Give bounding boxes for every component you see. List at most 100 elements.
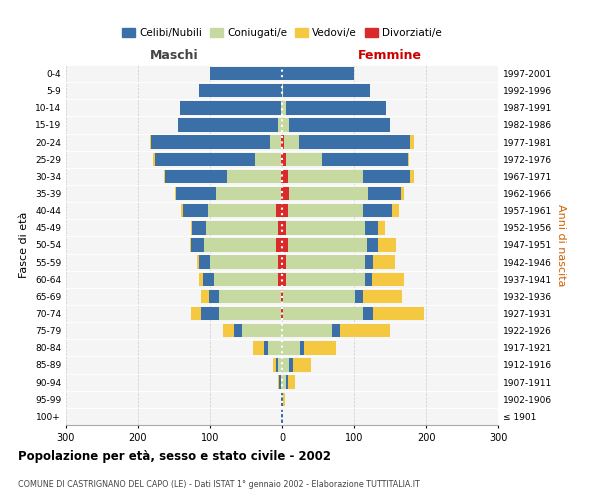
Bar [227,170,281,183]
Bar [182,204,208,218]
Bar [282,136,284,149]
Bar [289,118,390,132]
Bar [281,187,282,200]
Bar [281,376,282,389]
Bar [332,324,340,338]
Bar [278,358,282,372]
Bar [362,307,373,320]
Bar [278,118,282,132]
Bar [281,136,282,149]
Bar [282,221,286,234]
Bar [282,238,288,252]
Bar [373,307,424,320]
Bar [282,101,286,114]
Bar [373,256,395,269]
Bar [368,187,401,200]
Bar [282,170,288,183]
Bar [282,307,283,320]
Bar [283,84,370,98]
Bar [293,358,311,372]
Bar [364,170,410,183]
Bar [362,290,402,303]
Bar [278,376,279,389]
Bar [278,221,282,234]
Bar [286,101,386,114]
Bar [242,324,282,338]
Bar [288,238,367,252]
Bar [191,238,204,252]
Bar [281,410,282,423]
Bar [210,67,282,80]
Bar [282,324,332,338]
Bar [155,152,256,166]
Bar [151,136,270,149]
Bar [190,238,191,252]
Bar [199,256,210,269]
Bar [283,392,285,406]
Bar [364,204,392,218]
Bar [286,152,322,166]
Bar [214,272,278,286]
Bar [365,221,378,234]
Bar [286,221,365,234]
Bar [300,341,304,354]
Bar [276,358,278,372]
Bar [282,118,289,132]
Bar [264,341,268,354]
Bar [278,256,282,269]
Bar [367,238,378,252]
Bar [199,84,282,98]
Bar [355,290,362,303]
Text: Femmine: Femmine [358,48,422,62]
Bar [191,221,192,234]
Bar [216,187,281,200]
Bar [408,152,409,166]
Bar [288,170,364,183]
Bar [282,67,354,80]
Bar [192,221,206,234]
Bar [282,290,283,303]
Bar [180,101,281,114]
Bar [288,376,295,389]
Bar [410,136,414,149]
Bar [270,136,281,149]
Bar [220,307,281,320]
Bar [203,272,214,286]
Bar [378,238,396,252]
Bar [378,221,385,234]
Bar [304,341,336,354]
Y-axis label: Fasce di età: Fasce di età [19,212,29,278]
Bar [181,204,182,218]
Bar [410,170,414,183]
Bar [208,204,276,218]
Bar [220,290,281,303]
Bar [272,358,276,372]
Bar [281,170,282,183]
Bar [223,324,234,338]
Bar [176,187,216,200]
Bar [202,307,220,320]
Bar [282,256,286,269]
Bar [365,272,372,286]
Bar [322,152,408,166]
Legend: Celibi/Nubili, Coniugati/e, Vedovi/e, Divorziati/e: Celibi/Nubili, Coniugati/e, Vedovi/e, Di… [118,24,446,42]
Bar [286,272,365,286]
Text: COMUNE DI CASTRIGNANO DEL CAPO (LE) - Dati ISTAT 1° gennaio 2002 - Elaborazione : COMUNE DI CASTRIGNANO DEL CAPO (LE) - Da… [18,480,420,489]
Bar [278,272,282,286]
Bar [197,256,199,269]
Bar [282,187,289,200]
Bar [268,341,282,354]
Bar [282,392,283,406]
Bar [286,256,365,269]
Bar [204,238,276,252]
Bar [288,204,364,218]
Bar [234,324,242,338]
Bar [401,187,404,200]
Bar [206,221,278,234]
Bar [281,290,282,303]
Y-axis label: Anni di nascita: Anni di nascita [556,204,566,286]
Bar [282,152,286,166]
Bar [202,290,209,303]
Bar [282,272,286,286]
Bar [282,358,289,372]
